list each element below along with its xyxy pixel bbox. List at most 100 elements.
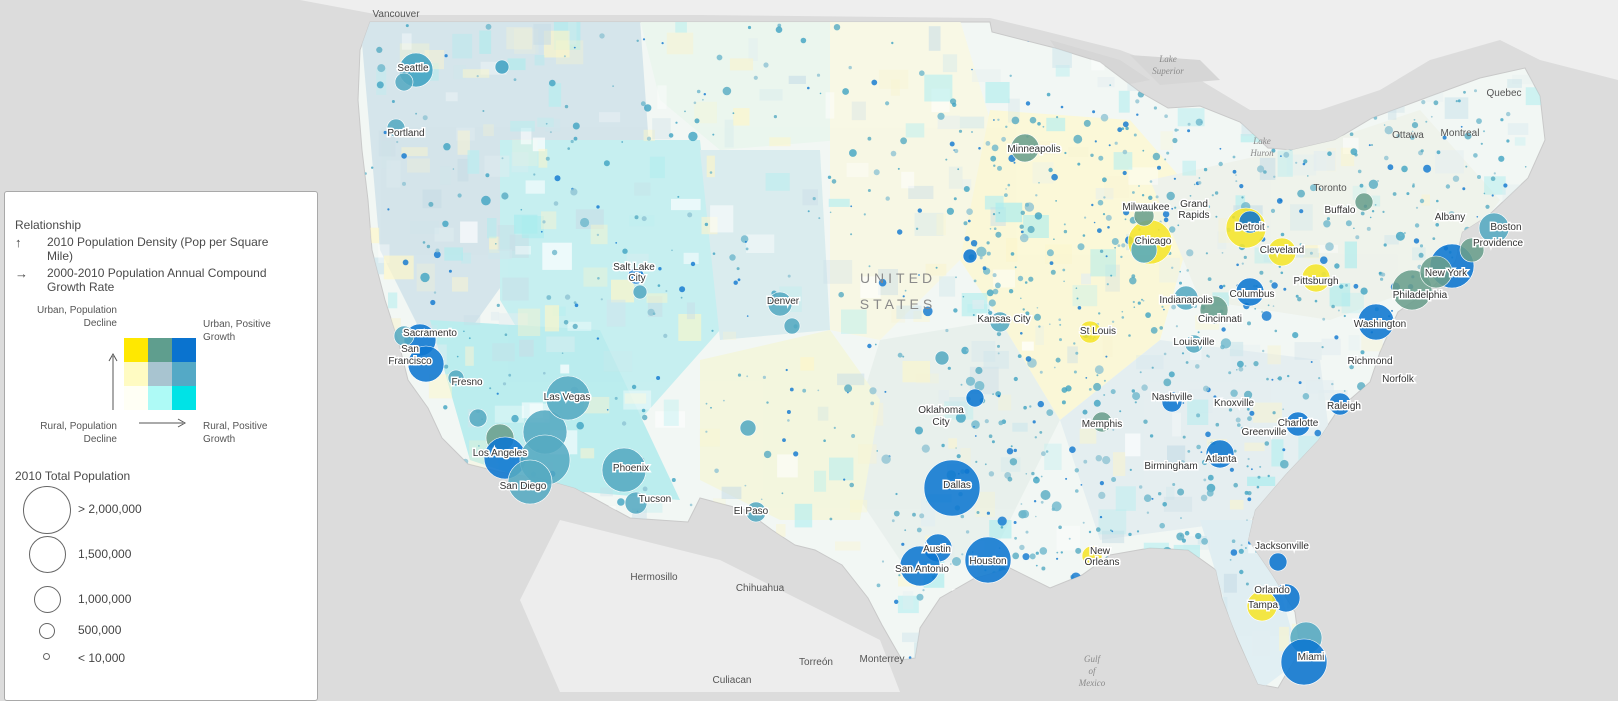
county-dot bbox=[1293, 278, 1295, 281]
county-dot bbox=[476, 75, 479, 78]
county-dot bbox=[963, 186, 970, 192]
county-dot bbox=[1337, 309, 1340, 312]
label-salt-lake-2: City bbox=[628, 273, 645, 284]
county-cell bbox=[902, 360, 931, 383]
county-dot bbox=[675, 121, 678, 124]
county-dot bbox=[1356, 533, 1362, 540]
county-dot bbox=[496, 392, 499, 395]
county-dot bbox=[844, 384, 853, 393]
county-dot bbox=[1005, 188, 1007, 190]
county-cell bbox=[721, 486, 742, 499]
label-tucson: Tucson bbox=[639, 494, 671, 505]
county-cell bbox=[835, 541, 861, 551]
county-dot bbox=[1162, 546, 1172, 556]
county-dot bbox=[1259, 465, 1262, 468]
county-cell bbox=[1401, 455, 1427, 474]
county-dot bbox=[1323, 220, 1331, 228]
county-cell bbox=[471, 502, 486, 530]
county-cell bbox=[583, 267, 608, 287]
county-dot bbox=[1075, 287, 1078, 290]
county-dot bbox=[545, 528, 549, 532]
county-dot bbox=[1214, 191, 1219, 195]
county-dot bbox=[988, 309, 990, 311]
county-cell bbox=[1267, 345, 1281, 365]
county-cell bbox=[850, 499, 868, 513]
county-dot bbox=[881, 560, 885, 563]
label-portland: Portland bbox=[387, 128, 424, 139]
county-dot bbox=[502, 382, 507, 386]
size-title: 2010 Total Population bbox=[15, 469, 131, 483]
county-cell bbox=[1172, 412, 1181, 437]
county-dot bbox=[1253, 361, 1259, 367]
county-dot bbox=[1396, 134, 1401, 138]
county-dot bbox=[1034, 313, 1041, 321]
county-dot bbox=[1200, 451, 1203, 453]
county-dot bbox=[1298, 381, 1302, 385]
county-dot bbox=[904, 289, 907, 292]
county-dot bbox=[908, 656, 912, 659]
label-montreal: Montreal bbox=[1441, 128, 1480, 139]
county-dot bbox=[971, 68, 973, 71]
size-circle bbox=[34, 586, 61, 613]
county-cell bbox=[652, 118, 671, 140]
city-circle bbox=[394, 72, 414, 92]
county-cell bbox=[455, 528, 472, 548]
label-philadelphia: Philadelphia bbox=[1393, 290, 1448, 301]
county-dot bbox=[922, 589, 925, 592]
county-dot bbox=[367, 540, 370, 543]
county-dot bbox=[1179, 281, 1182, 285]
city-circle bbox=[767, 291, 793, 317]
county-dot bbox=[415, 112, 417, 115]
county-dot bbox=[923, 306, 933, 317]
county-cell bbox=[655, 411, 685, 428]
county-cell bbox=[1078, 627, 1108, 650]
county-dot bbox=[1020, 503, 1023, 505]
county-dot bbox=[1363, 523, 1367, 528]
county-dot bbox=[760, 498, 763, 501]
county-dot bbox=[1464, 132, 1472, 140]
legend-panel: Relationship ↑ 2010 Population Density (… bbox=[4, 191, 318, 701]
county-cell bbox=[521, 516, 537, 525]
county-dot bbox=[612, 85, 614, 87]
county-dot bbox=[561, 352, 564, 355]
county-dot bbox=[1060, 105, 1064, 109]
label-san-antonio: San Antonio bbox=[895, 564, 949, 575]
county-dot bbox=[1103, 379, 1106, 382]
county-dot bbox=[1000, 526, 1004, 529]
county-cell bbox=[1068, 147, 1089, 158]
county-dot bbox=[1171, 91, 1176, 96]
county-dot bbox=[671, 249, 673, 252]
county-dot bbox=[1174, 128, 1178, 132]
county-cell bbox=[544, 305, 560, 332]
county-cell bbox=[805, 554, 816, 568]
county-dot bbox=[941, 443, 945, 448]
size-circle bbox=[39, 623, 55, 639]
county-dot bbox=[1138, 185, 1140, 187]
county-dot bbox=[1483, 192, 1486, 195]
county-cell bbox=[382, 568, 398, 592]
county-cell bbox=[985, 82, 1010, 104]
county-dot bbox=[962, 295, 965, 298]
county-dot bbox=[873, 169, 880, 176]
county-dot bbox=[1446, 421, 1452, 427]
county-cell bbox=[483, 124, 494, 137]
county-dot bbox=[1132, 191, 1135, 194]
county-dot bbox=[1426, 559, 1433, 566]
county-cell bbox=[507, 58, 526, 71]
county-dot bbox=[1270, 122, 1277, 129]
county-dot bbox=[1483, 401, 1486, 404]
county-dot bbox=[549, 131, 552, 134]
county-cell bbox=[1352, 429, 1363, 453]
right-arrow-icon: → bbox=[15, 266, 28, 281]
county-cell bbox=[1008, 98, 1020, 123]
county-dot bbox=[1019, 233, 1029, 243]
county-dot bbox=[456, 355, 459, 358]
county-dot bbox=[640, 101, 646, 107]
county-cell bbox=[995, 202, 1023, 223]
county-dot bbox=[1215, 422, 1220, 427]
county-dot bbox=[897, 229, 903, 235]
county-dot bbox=[1498, 495, 1501, 498]
county-dot bbox=[1280, 271, 1284, 275]
county-cell bbox=[971, 69, 1001, 82]
